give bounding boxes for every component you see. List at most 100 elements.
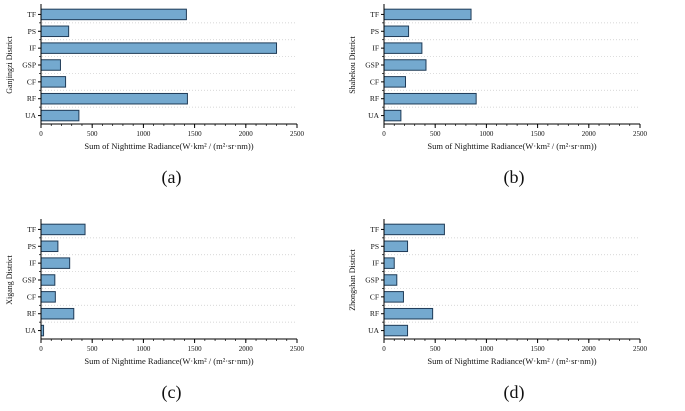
x-tick-label: 500 [87,345,98,353]
bar-PS [383,25,409,38]
y-tick-label: RF [27,309,36,318]
y-tick-label: UA [368,111,379,120]
y-tick-label: RF [369,94,378,103]
y-tick-label: UA [25,326,36,335]
y-axis-title: Ganjingzi District [5,35,14,93]
bar-IF [40,42,278,54]
y-tick-label: TF [27,10,36,19]
y-tick-label: CF [369,292,378,301]
y-tick-label: IF [29,44,36,53]
bar-TF [383,8,472,21]
y-tick-label: CF [27,77,36,86]
y-tick-label: PS [370,242,378,251]
x-tick-label: 0 [39,130,43,138]
bar-UA [40,109,80,122]
bar-chart-zhongshan: 0 500 1000 1500 2000 2500 TF PS IF GSP CF RF UA Sum o… [348,219,648,366]
x-tick-label: 2000 [581,345,596,353]
y-tick-label: PS [28,242,36,251]
bar-PS [383,240,408,253]
y-tick-label: IF [29,259,36,268]
bar-RF [383,307,433,320]
bar-chart-ganjingzi: 0 500 1000 1500 2000 2500 TF PS IF GSP CF RF UA Sum o… [5,4,305,151]
panel-a: 0 500 1000 1500 2000 2500 TF PS IF GSP CF RF UA Sum o… [0,0,343,205]
y-tick-label: PS [370,27,378,36]
y-tick-label: TF [370,225,379,234]
bar-RF [383,92,477,105]
bar-UA [383,324,408,337]
x-tick-label: 1000 [479,345,494,353]
y-tick-label: IF [372,259,379,268]
x-axis-title: Sum of Nighttime Radiance(W·km² / (m²·sr… [427,356,596,366]
y-tick-label: TF [27,225,36,234]
y-axis-title: Shahekou District [348,35,357,93]
x-axis-title: Sum of Nighttime Radiance(W·km² / (m²·sr… [84,141,253,151]
x-tick-label: 2000 [239,345,254,353]
caption-b: (b) [503,167,525,187]
y-tick-label: CF [369,77,378,86]
panel-c: 0 500 1000 1500 2000 2500 TF PS IF GSP CF RF UA Sum o… [0,205,343,411]
x-axis-title: Sum of Nighttime Radiance(W·km² / (m²·sr… [427,141,596,151]
x-tick-label: 0 [382,345,386,353]
x-tick-label: 1000 [136,345,151,353]
bar-TF [40,223,86,236]
x-tick-label: 0 [382,130,386,138]
x-tick-label: 0 [39,345,43,353]
x-tick-label: 1000 [479,130,494,138]
x-tick-label: 2500 [633,130,648,138]
y-tick-label: PS [28,27,36,36]
x-tick-label: 1000 [136,130,151,138]
bar-CF [383,291,404,303]
bar-TF [383,223,445,236]
y-tick-label: GSP [365,61,379,70]
bar-IF [383,257,395,269]
bar-CF [383,76,406,88]
bar-UA [383,109,401,122]
bar-IF [383,42,422,54]
x-tick-label: 1500 [530,345,545,353]
y-tick-label: UA [368,326,379,335]
bar-CF [40,76,67,88]
y-tick-label: IF [372,44,379,53]
panel-d: 0 500 1000 1500 2000 2500 TF PS IF GSP CF RF UA Sum o… [343,205,685,411]
y-tick-label: UA [25,111,36,120]
bar-GSP [40,59,61,71]
bar-PS [40,25,70,38]
x-tick-label: 2500 [290,130,305,138]
bar-GSP [40,274,56,286]
x-tick-label: 500 [429,130,440,138]
bar-IF [40,257,71,269]
x-tick-label: 1500 [530,130,545,138]
y-tick-label: TF [370,10,379,19]
bar-chart-shahekou: 0 500 1000 1500 2000 2500 TF PS IF GSP CF RF UA Sum o… [348,4,648,151]
y-tick-label: GSP [22,276,36,285]
bar-RF [40,307,75,320]
x-axis-title: Sum of Nighttime Radiance(W·km² / (m²·sr… [84,356,253,366]
bar-GSP [383,59,426,71]
x-tick-label: 500 [429,345,440,353]
x-tick-label: 1500 [188,130,203,138]
x-tick-label: 500 [87,130,98,138]
x-tick-label: 2000 [239,130,254,138]
bar-RF [40,92,188,105]
y-tick-label: RF [27,94,36,103]
x-tick-label: 1500 [188,345,203,353]
y-tick-label: CF [27,292,36,301]
bar-chart-xigang: 0 500 1000 1500 2000 2500 TF PS IF GSP CF RF UA Sum o… [5,219,305,366]
bar-PS [40,240,59,253]
y-axis-title: Xigang District [5,254,14,304]
bar-GSP [383,274,397,286]
panel-b: 0 500 1000 1500 2000 2500 TF PS IF GSP CF RF UA Sum o… [343,0,685,205]
y-tick-label: GSP [365,276,379,285]
caption-a: (a) [161,167,182,187]
y-axis-title: Zhongshan District [348,248,357,310]
y-tick-label: GSP [22,61,36,70]
bar-TF [40,8,187,21]
caption-c: (c) [161,382,182,402]
x-tick-label: 2500 [633,345,648,353]
bar-CF [40,291,56,303]
x-tick-label: 2000 [581,130,596,138]
y-tick-label: RF [369,309,378,318]
x-tick-label: 2500 [290,345,305,353]
caption-d: (d) [503,382,525,402]
